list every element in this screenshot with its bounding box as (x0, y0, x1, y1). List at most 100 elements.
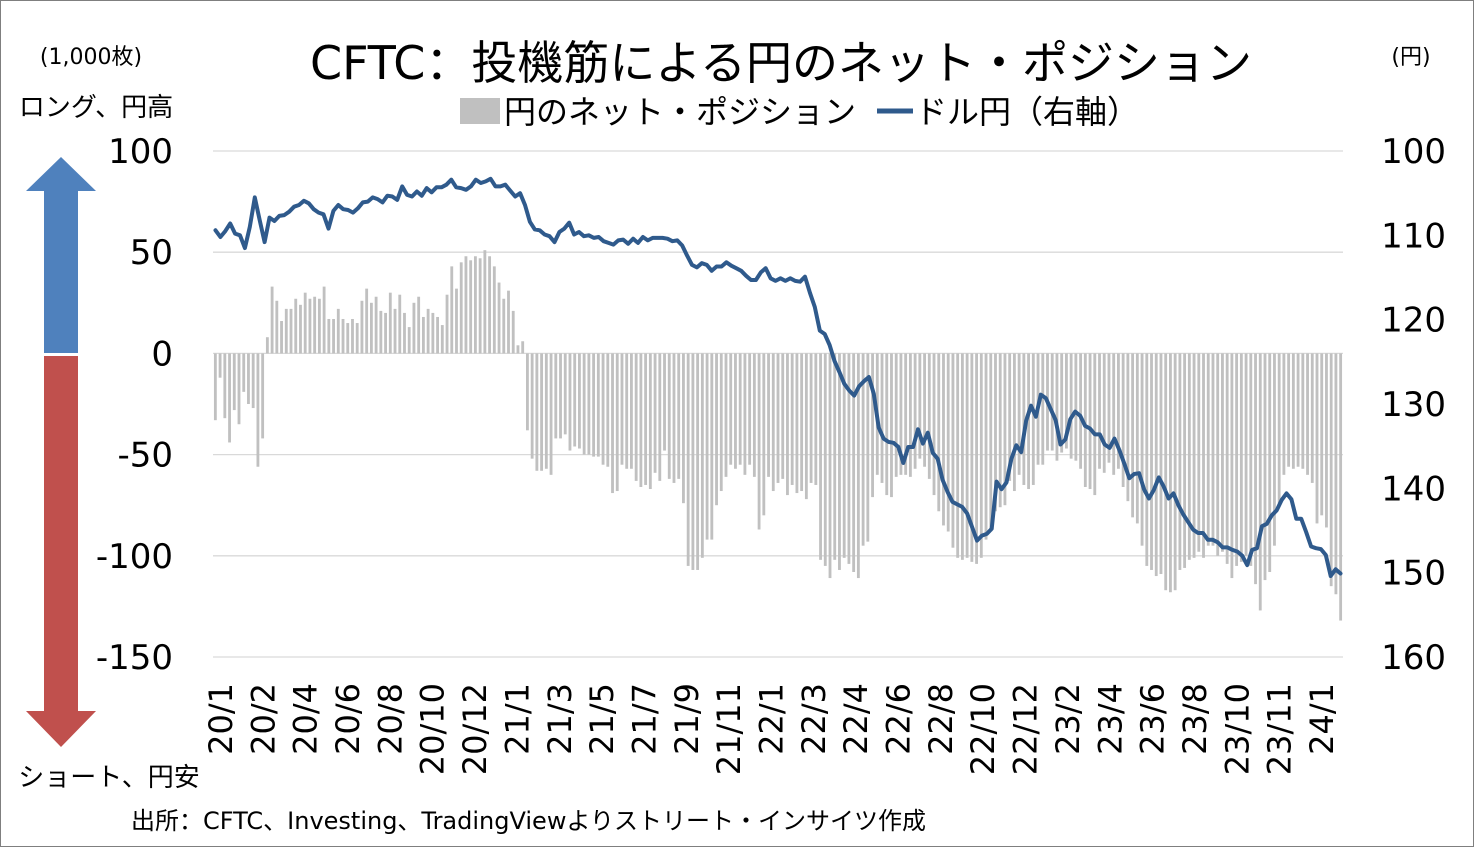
x-tick-label: 20/4 (287, 683, 325, 755)
x-tick-label: 20/1 (202, 683, 240, 755)
position-bar (904, 353, 908, 475)
position-bar (1112, 353, 1116, 475)
position-bar (994, 353, 997, 512)
position-bar (1216, 353, 1220, 556)
x-tick-label: 23/2 (1049, 683, 1087, 755)
position-bar (459, 262, 463, 354)
position-bar (927, 353, 931, 479)
position-bar (559, 353, 562, 439)
position-bar (398, 294, 402, 354)
position-bar (899, 353, 903, 475)
position-bar (1041, 353, 1045, 465)
position-bar (483, 250, 487, 354)
position-bar (734, 353, 737, 469)
position-bar (360, 300, 364, 354)
position-bar (256, 353, 260, 467)
position-bar (1268, 353, 1272, 572)
arrow-down-icon (26, 356, 96, 747)
position-bar (1060, 353, 1064, 453)
left-tick-label: 50 (130, 233, 173, 273)
position-bar (1169, 353, 1172, 593)
position-bar (942, 353, 945, 526)
position-bar (842, 353, 846, 558)
position-bar (1187, 353, 1191, 560)
position-bar (890, 353, 893, 498)
position-bar (488, 256, 492, 354)
position-bar (303, 292, 307, 354)
position-bar (1244, 353, 1248, 556)
position-bar (1287, 353, 1291, 467)
position-bar (346, 323, 350, 354)
position-bar (715, 353, 718, 506)
position-bar (776, 353, 780, 483)
position-bar (497, 282, 501, 354)
left-tick-label: -150 (96, 638, 173, 678)
right-axis-unit: (円) (1391, 45, 1430, 70)
position-bar (232, 353, 236, 411)
x-tick-label: 23/4 (1091, 683, 1129, 755)
position-bar (1296, 353, 1300, 467)
legend-swatch-bar (460, 98, 500, 124)
position-bar (289, 308, 293, 354)
x-tick-label: 22/4 (837, 683, 875, 755)
position-bar (393, 308, 397, 354)
position-bar (809, 353, 813, 483)
position-bar (866, 353, 870, 542)
position-bar (592, 353, 596, 457)
position-bar (790, 353, 794, 485)
position-bar (1306, 353, 1309, 475)
right-tick-label: 110 (1381, 216, 1446, 256)
position-bar (620, 353, 624, 465)
position-bar (544, 353, 548, 469)
position-bar (705, 353, 709, 540)
position-bar (270, 286, 274, 354)
position-bar (1254, 353, 1257, 585)
position-bar (724, 353, 728, 477)
x-tick-label: 21/1 (498, 683, 536, 755)
position-bar (1107, 353, 1111, 463)
position-bar (1225, 353, 1229, 564)
position-bar (677, 353, 681, 479)
position-bar (1339, 353, 1343, 621)
position-bar (374, 296, 378, 354)
position-bar (828, 353, 832, 579)
position-bar (431, 312, 435, 354)
position-bar (275, 300, 279, 354)
x-tick-label: 20/2 (244, 683, 282, 755)
position-bar (578, 353, 581, 449)
position-bar (313, 296, 317, 354)
position-bar (1145, 353, 1149, 566)
left-axis-unit: (1,000枚) (40, 45, 142, 70)
position-bar (1031, 353, 1035, 485)
position-bar (308, 298, 312, 354)
position-bar (606, 353, 610, 467)
right-tick-label: 100 (1381, 132, 1446, 172)
position-bar (1192, 353, 1196, 558)
x-tick-label: 23/11 (1261, 683, 1299, 775)
position-bar (946, 353, 950, 532)
position-bar (1325, 353, 1328, 528)
left-axis: 100 50 0 -50 -100 -150 (96, 132, 173, 678)
position-bar (611, 353, 614, 494)
position-bar (369, 302, 373, 354)
position-bar (767, 353, 770, 477)
position-bar (379, 310, 383, 354)
position-bar (639, 353, 643, 487)
right-tick-label: 150 (1381, 554, 1446, 594)
position-bar (743, 353, 747, 475)
position-bar (294, 298, 298, 354)
position-bar (975, 353, 978, 564)
position-bar (450, 266, 454, 354)
position-bar (960, 353, 964, 560)
position-bar (729, 353, 733, 465)
position-bar (1022, 353, 1026, 485)
position-bar (336, 308, 340, 354)
x-tick-label: 20/6 (329, 683, 367, 755)
position-bar (1131, 353, 1135, 518)
position-bar (388, 292, 392, 354)
chart-title: CFTC：投機筋による円のネット・ポジション (310, 36, 1252, 90)
position-bar (667, 353, 671, 479)
position-bar (1055, 353, 1059, 461)
position-bar (1064, 353, 1068, 449)
position-bar (228, 353, 231, 443)
